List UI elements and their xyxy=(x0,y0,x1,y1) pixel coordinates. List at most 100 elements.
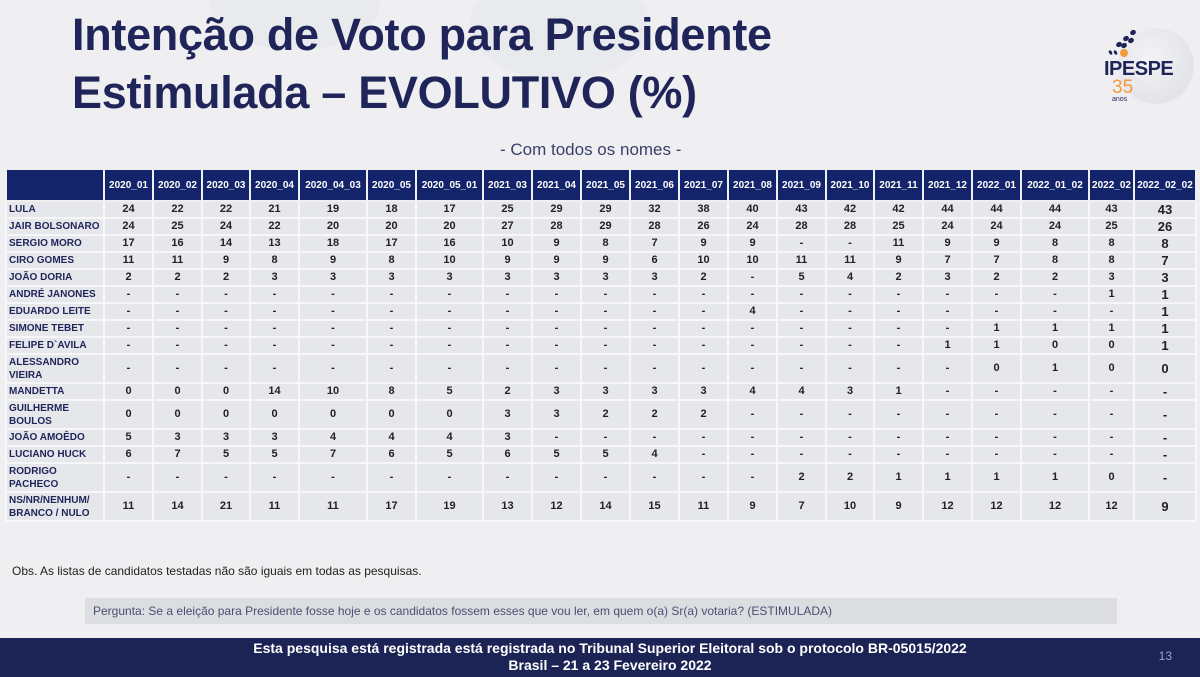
value-cell: 3 xyxy=(629,268,680,287)
value-cell: - xyxy=(629,428,680,447)
value-cell: 11 xyxy=(825,251,875,270)
value-cell: 8 xyxy=(1020,234,1090,253)
value-cell: 17 xyxy=(366,234,417,253)
page-number: 13 xyxy=(1158,649,1172,663)
value-cell: 13 xyxy=(482,491,533,522)
value-cell: 20 xyxy=(298,217,368,236)
candidate-name: JOÃO DORIA xyxy=(5,268,105,287)
value-cell: - xyxy=(298,319,368,338)
value-cell: 5 xyxy=(776,268,827,287)
value-cell: 4 xyxy=(727,302,778,321)
value-cell: 0 xyxy=(415,399,484,430)
value-cell: 5 xyxy=(249,445,300,464)
value-cell: 28 xyxy=(531,217,582,236)
candidate-name: JOÃO AMOÊDO xyxy=(5,428,105,447)
value-cell: 1 xyxy=(971,319,1022,338)
value-cell: 9 xyxy=(1133,491,1197,522)
value-cell: 42 xyxy=(873,200,924,219)
value-cell: 3 xyxy=(482,399,533,430)
value-cell: - xyxy=(629,336,680,355)
value-cell: - xyxy=(825,319,875,338)
value-cell: - xyxy=(776,399,827,430)
value-cell: - xyxy=(1088,428,1135,447)
value-cell: 9 xyxy=(678,234,729,253)
value-cell: 0 xyxy=(1088,462,1135,493)
value-cell: - xyxy=(249,302,300,321)
header-corner-cell xyxy=(5,168,105,202)
value-cell: 28 xyxy=(825,217,875,236)
value-cell: - xyxy=(873,399,924,430)
value-cell: 8 xyxy=(366,251,417,270)
page-title: Intenção de Voto para Presidente Estimul… xyxy=(72,6,772,122)
value-cell: - xyxy=(152,285,203,304)
value-cell: - xyxy=(971,285,1022,304)
value-cell: 7 xyxy=(152,445,203,464)
table-row: NS/NR/NENHUM/ BRANCO / NULO 11 14 21 11 11 17 1… xyxy=(5,491,1197,522)
value-cell: 0 xyxy=(971,353,1022,384)
value-cell: 12 xyxy=(971,491,1022,522)
value-cell: 9 xyxy=(971,234,1022,253)
value-cell: 7 xyxy=(971,251,1022,270)
value-cell: - xyxy=(873,428,924,447)
value-cell: 7 xyxy=(1133,251,1197,270)
value-cell: 1 xyxy=(873,462,924,493)
column-header: 2022_01 xyxy=(971,168,1022,202)
value-cell: 14 xyxy=(580,491,631,522)
value-cell: 6 xyxy=(103,445,154,464)
value-cell: - xyxy=(580,428,631,447)
value-cell: 29 xyxy=(580,217,631,236)
question-box: Pergunta: Se a eleição para Presidente f… xyxy=(85,598,1117,624)
value-cell: - xyxy=(366,462,417,493)
table-subtitle: - Com todos os nomes - xyxy=(500,140,682,159)
value-cell: - xyxy=(922,319,973,338)
value-cell: - xyxy=(415,285,484,304)
table-row: MANDETTA 0 0 0 14 10 8 5 2 3 3 3 3 4 4 3 1- - - - - xyxy=(5,382,1197,401)
value-cell: 3 xyxy=(201,428,251,447)
column-header: 2021_07 xyxy=(678,168,729,202)
candidate-name: ALESSANDRO VIEIRA xyxy=(5,353,105,384)
value-cell: 29 xyxy=(531,200,582,219)
value-cell: - xyxy=(366,319,417,338)
value-cell: 10 xyxy=(825,491,875,522)
value-cell: - xyxy=(776,353,827,384)
value-cell: 42 xyxy=(825,200,875,219)
value-cell: 24 xyxy=(1020,217,1090,236)
value-cell: - xyxy=(629,462,680,493)
value-cell: - xyxy=(825,285,875,304)
value-cell: - xyxy=(971,399,1022,430)
value-cell: - xyxy=(1020,445,1090,464)
value-cell: 9 xyxy=(201,251,251,270)
value-cell: - xyxy=(201,353,251,384)
observation-note: Obs. As listas de candidatos testadas nã… xyxy=(12,564,422,578)
table-header-row: 2020_01 2020_02 2020_03 2020_04 2020_04_03 20… xyxy=(5,168,1197,202)
value-cell: - xyxy=(249,336,300,355)
value-cell: - xyxy=(1020,302,1090,321)
value-cell: 12 xyxy=(531,491,582,522)
value-cell: 2 xyxy=(152,268,203,287)
value-cell: - xyxy=(678,336,729,355)
value-cell: 17 xyxy=(415,200,484,219)
table-row: LUCIANO HUCK 6 7 5 5 7 6 5 6 5 5 4- - - - - - - - - - xyxy=(5,445,1197,464)
value-cell: - xyxy=(201,319,251,338)
value-cell: - xyxy=(1133,428,1197,447)
column-header: 2020_03 xyxy=(201,168,251,202)
column-header: 2020_05_01 xyxy=(415,168,484,202)
table-row: SIMONE TEBET - - - - - - - - - - - - - - - - -1 1 1 1 xyxy=(5,319,1197,338)
value-cell: - xyxy=(249,319,300,338)
value-cell: - xyxy=(825,234,875,253)
column-header: 2021_04 xyxy=(531,168,582,202)
value-cell: 21 xyxy=(249,200,300,219)
value-cell: 22 xyxy=(152,200,203,219)
value-cell: 2 xyxy=(201,268,251,287)
value-cell: 9 xyxy=(727,491,778,522)
value-cell: 3 xyxy=(531,268,582,287)
table-row: RODRIGO PACHECO - - - - - - - - - - - - -2 2 1 1 1 1 0- xyxy=(5,462,1197,493)
value-cell: - xyxy=(971,445,1022,464)
column-header: 2020_05 xyxy=(366,168,417,202)
value-cell: 3 xyxy=(580,268,631,287)
value-cell: 43 xyxy=(776,200,827,219)
value-cell: 1 xyxy=(1020,319,1090,338)
value-cell: 7 xyxy=(922,251,973,270)
value-cell: 11 xyxy=(103,491,154,522)
value-cell: 43 xyxy=(1088,200,1135,219)
